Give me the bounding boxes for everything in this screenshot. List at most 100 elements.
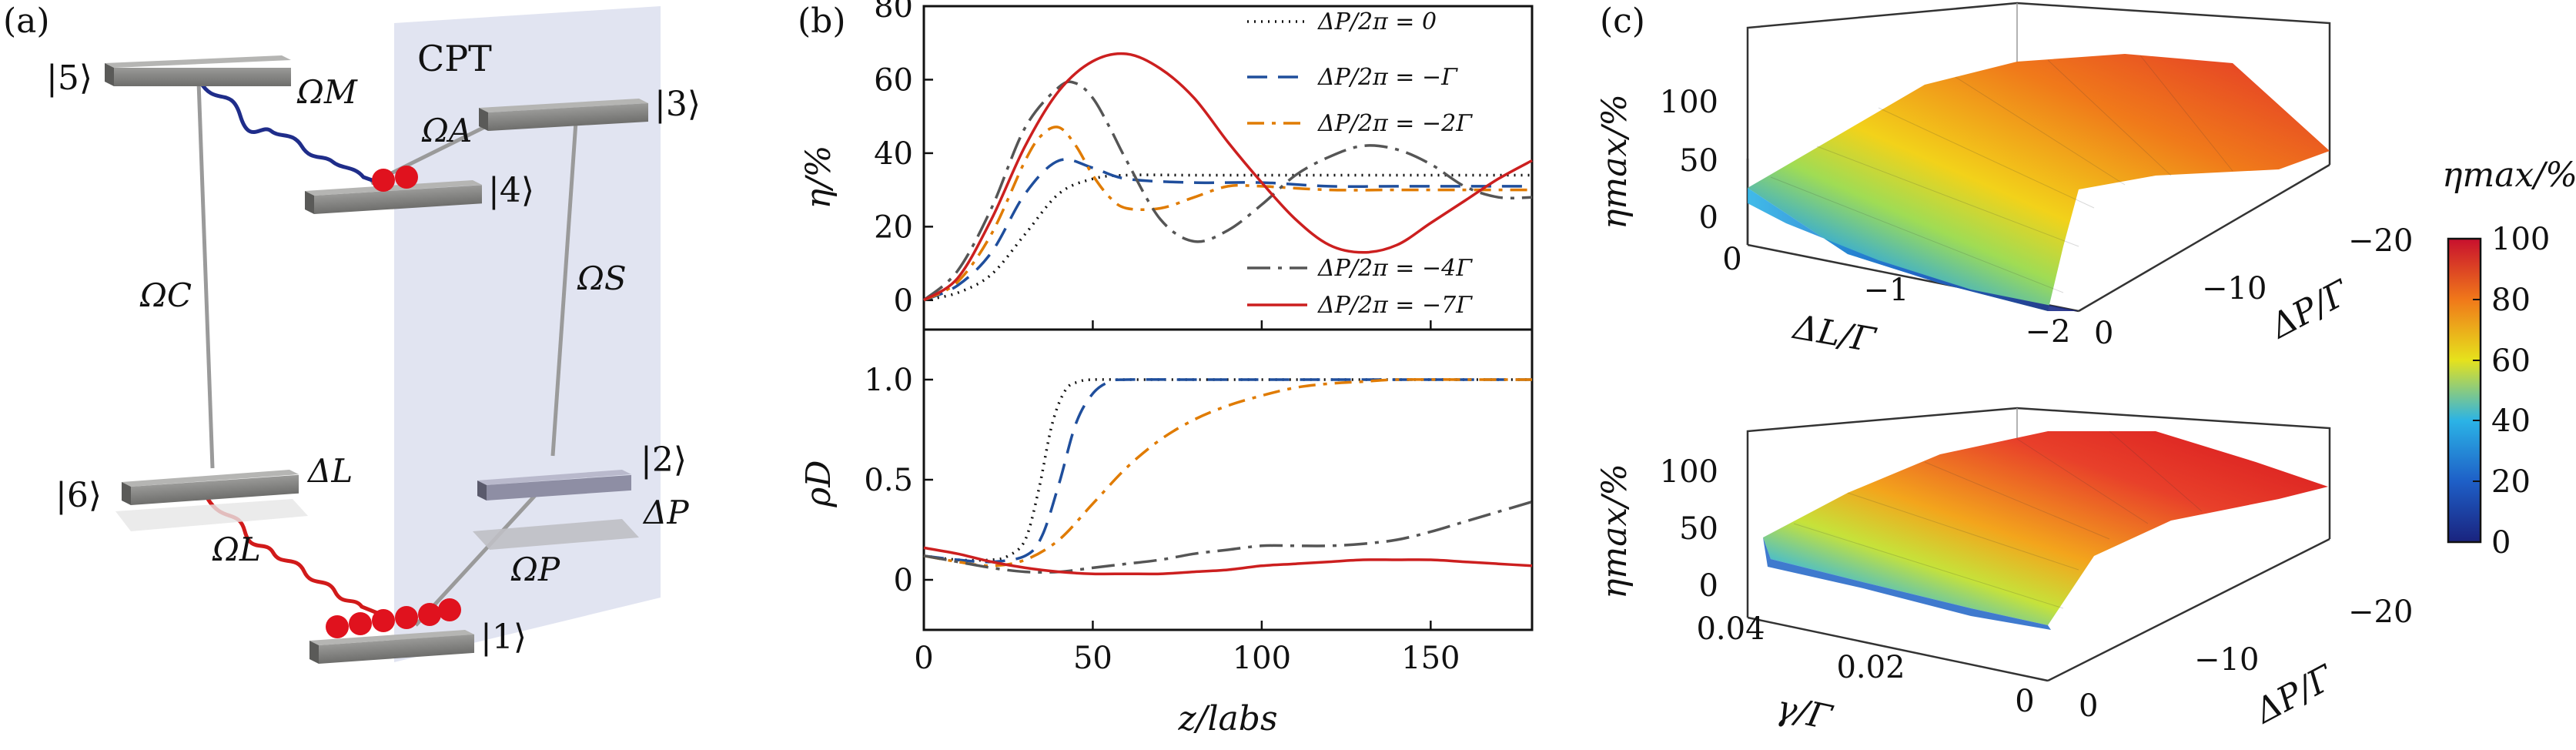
panel-a-label: (a) xyxy=(3,2,50,41)
btop-series-4 xyxy=(923,52,1533,302)
cbot-ytick-10: −10 xyxy=(2194,642,2259,678)
cbot-xtick-002: 0.02 xyxy=(1836,650,1905,685)
plot-b-legend: ΔP/2π = 0 ΔP/2π = −Γ ΔP/2π = −2Γ ΔP/2π = −4… xyxy=(1247,8,1473,319)
atoms-level-1 xyxy=(326,598,461,638)
level-label-5: |5⟩ xyxy=(46,59,92,98)
level-label-6: |6⟩ xyxy=(55,476,102,515)
plot-b-top-curves xyxy=(922,52,1533,302)
plot-b-bottom-curves xyxy=(923,378,1533,576)
plot-b-bottom-ylabel: ρD xyxy=(799,460,838,507)
surface-plot-top xyxy=(1746,2,2331,313)
plot-b-top-ylabel: η/% xyxy=(799,146,838,209)
bbot-series-0 xyxy=(923,378,1532,562)
colorbar-tick-100: 100 xyxy=(2491,222,2550,257)
label-omega-l: ΩL xyxy=(212,531,261,568)
level-bar-3 xyxy=(479,99,648,131)
bbot-ytick-label: 0 xyxy=(894,563,913,598)
label-omega-s: ΩS xyxy=(577,259,627,297)
cbot-ztick-0: 0 xyxy=(1699,568,1718,604)
coupling-line-c xyxy=(196,81,215,469)
plot-b-bottom-frame xyxy=(922,328,1534,631)
cbot-ytick-0: 0 xyxy=(2079,688,2098,724)
cbot-ztick-100: 100 xyxy=(1660,454,1718,490)
level-label-2: |2⟩ xyxy=(641,440,687,480)
bbot-xtick-label: 50 xyxy=(1073,641,1112,676)
ctop-ztick-0: 0 xyxy=(1699,200,1718,236)
bbot-ytick-label: 0.5 xyxy=(864,463,913,498)
cpt-plane xyxy=(394,6,661,662)
plot-b-bottom-axes: 0 0.5 1.0 0 50 100 150 xyxy=(864,363,1460,676)
cbot-xtick-0: 0 xyxy=(2015,684,2034,719)
level-bar-1 xyxy=(309,630,474,664)
ctop-ztick-50: 50 xyxy=(1679,143,1718,179)
btop-series-2 xyxy=(923,126,1532,302)
atoms-level-4 xyxy=(372,166,418,192)
bbot-xtick-label: 150 xyxy=(1401,641,1460,676)
colorbar-tick-40: 40 xyxy=(2491,403,2531,439)
level-bar-2 xyxy=(473,470,639,550)
cbot-xlabel: γ/Γ xyxy=(1773,688,1836,738)
ctop-ytick-0: 0 xyxy=(2094,316,2113,351)
legend-label-2: ΔP/2π = −2Γ xyxy=(1317,110,1473,137)
ctop-xlabel: ΔL/Γ xyxy=(1789,307,1879,360)
colorbar-tick-0: 0 xyxy=(2491,525,2511,561)
surface-top xyxy=(1748,54,2330,311)
btop-series-1 xyxy=(923,158,1532,302)
surface-bottom-underside xyxy=(1763,537,2051,630)
level-label-3: |3⟩ xyxy=(654,85,701,124)
cbot-ztick-50: 50 xyxy=(1679,511,1718,547)
level-label-1: |1⟩ xyxy=(480,618,527,657)
ctop-ytick-20: −20 xyxy=(2348,223,2413,259)
panel-b: (b) 0 20 40 60 80 0 0.5 1.0 0 50 100 150 ΔP/2π = 0… xyxy=(798,0,1534,738)
cbot-ytick-20: −20 xyxy=(2348,594,2413,630)
ctop-ytick-10: −10 xyxy=(2202,271,2267,306)
plot-b-top-axes: 0 20 40 60 80 xyxy=(874,0,1432,330)
bbot-xtick-label: 0 xyxy=(914,641,933,676)
label-omega-p: ΩP xyxy=(510,551,560,588)
bbot-xtick-label: 100 xyxy=(1233,641,1291,676)
wave-omega-m xyxy=(198,80,386,187)
btop-ytick-label: 80 xyxy=(874,0,913,25)
label-omega-a: ΩA xyxy=(421,112,472,149)
ctop-zlabel: ηmax/% xyxy=(1595,94,1634,229)
bbot-series-3 xyxy=(923,500,1533,574)
surface-plot-bottom xyxy=(1746,407,2331,682)
label-delta-p: ΔP xyxy=(642,494,689,531)
colorbar xyxy=(2447,237,2482,544)
ctop-ztick-100: 100 xyxy=(1660,85,1718,120)
colorbar-ticks xyxy=(2473,238,2481,543)
btop-ytick-label: 0 xyxy=(894,283,913,319)
bbot-series-2 xyxy=(923,378,1532,568)
plot-b-xlabel: z/labs xyxy=(1177,699,1277,738)
wave-omega-l xyxy=(206,497,386,618)
legend-label-3: ΔP/2π = −4Γ xyxy=(1317,255,1473,282)
btop-ytick-label: 40 xyxy=(874,136,913,172)
bbot-series-1 xyxy=(923,378,1532,564)
cbot-ylabel: ΔP/Γ xyxy=(2247,658,2340,732)
cpt-label: CPT xyxy=(417,38,492,79)
bbot-series-4 xyxy=(923,546,1533,576)
label-omega-c: ΩC xyxy=(139,276,192,314)
label-delta-l: ΔL xyxy=(306,452,353,490)
bbot-ytick-label: 1.0 xyxy=(864,363,913,398)
legend-label-4: ΔP/2π = −7Γ xyxy=(1317,292,1473,319)
panel-b-label: (b) xyxy=(798,2,846,41)
level-bar-5 xyxy=(105,55,291,86)
colorbar-tick-60: 60 xyxy=(2491,343,2531,379)
level-label-4: |4⟩ xyxy=(488,171,534,210)
ctop-ylabel: ΔP/Γ xyxy=(2263,273,2356,347)
btop-ytick-label: 20 xyxy=(874,209,913,245)
panel-c-label: (c) xyxy=(1600,2,1645,41)
colorbar-tick-80: 80 xyxy=(2491,283,2531,318)
colorbar-title: ηmax/% xyxy=(2442,156,2576,195)
coupling-line-s xyxy=(550,121,578,457)
level-bar-6 xyxy=(115,470,308,531)
ctop-xtick-1: −1 xyxy=(1864,273,1909,308)
legend-label-0: ΔP/2π = 0 xyxy=(1317,8,1437,35)
btop-ytick-label: 60 xyxy=(874,62,913,98)
label-omega-m: ΩM xyxy=(296,73,358,111)
ctop-xtick-2: −2 xyxy=(2026,314,2071,350)
cbot-xtick-004: 0.04 xyxy=(1696,611,1765,647)
coupling-line-p xyxy=(414,490,540,627)
